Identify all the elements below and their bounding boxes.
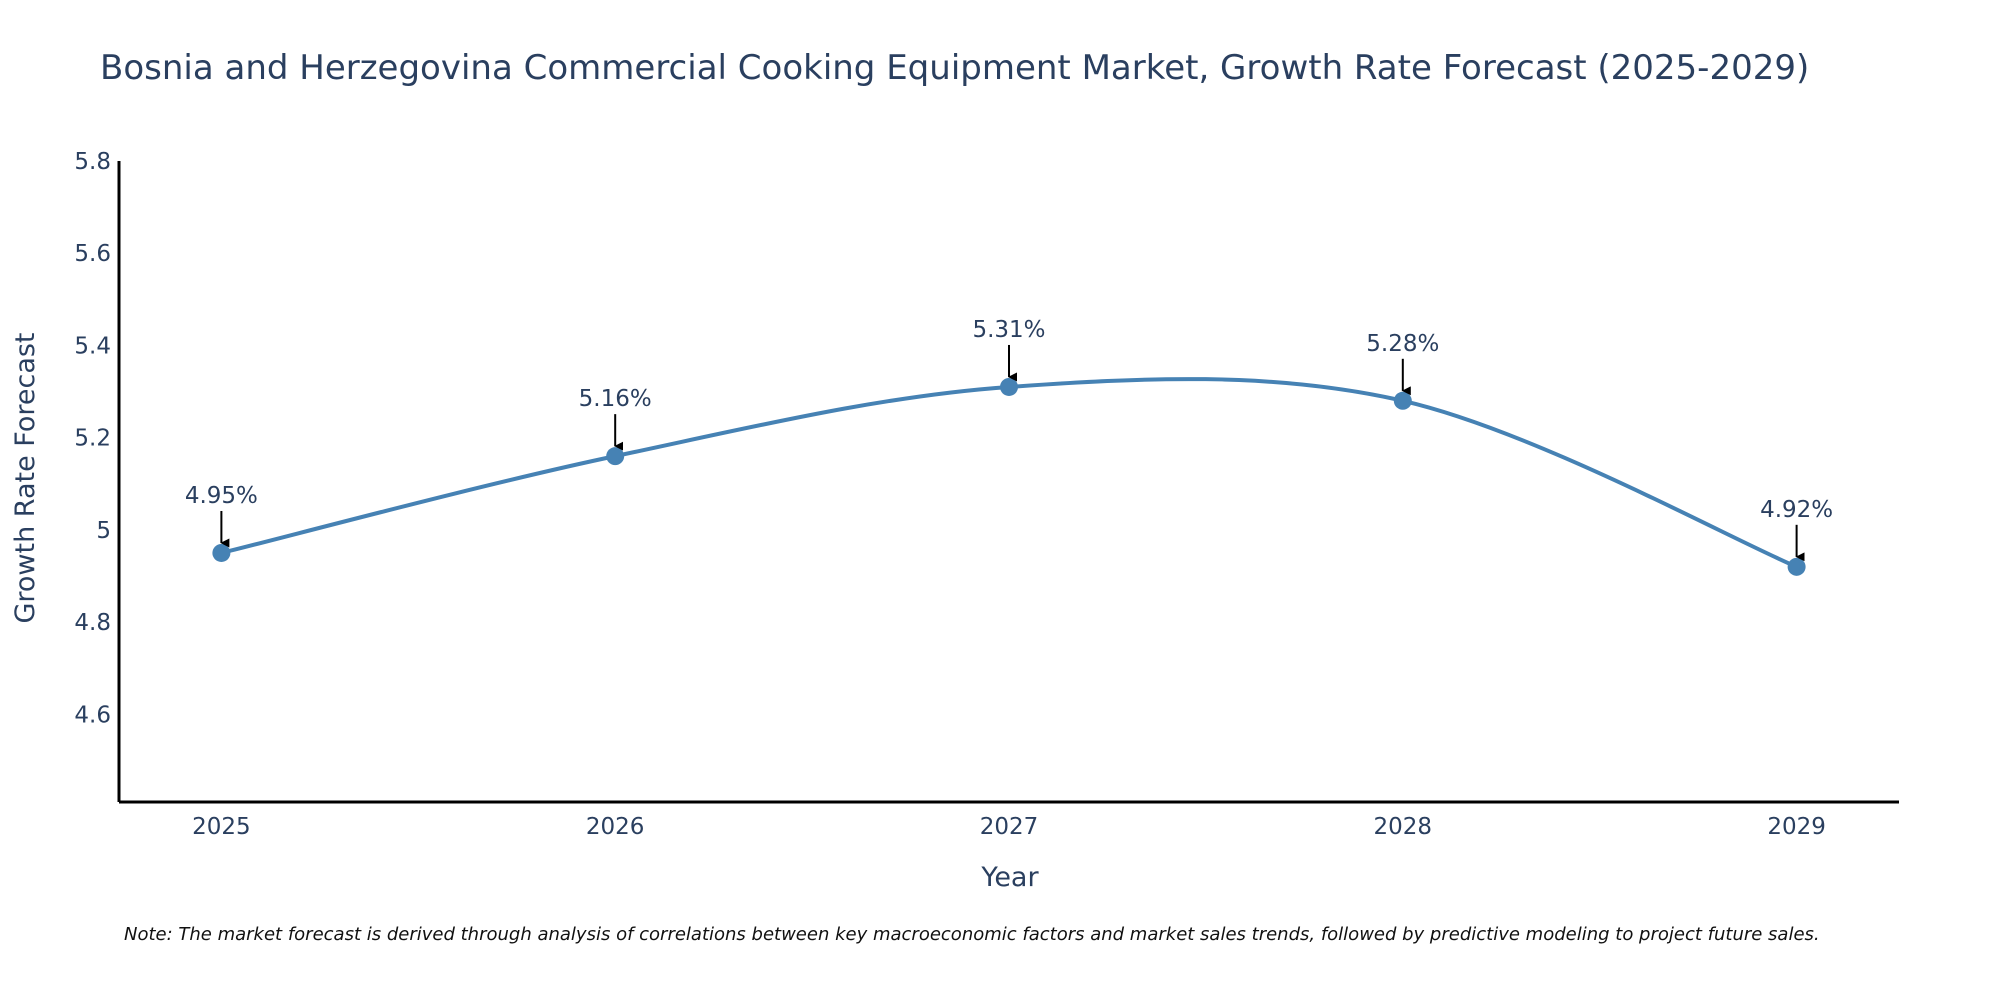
data-point-2025 xyxy=(212,543,231,562)
y-tick-label: 5.2 xyxy=(74,426,111,452)
y-axis-ticks: 4.6 4.8 5 5.2 5.4 5.6 5.8 xyxy=(74,149,111,728)
y-tick-label: 5.6 xyxy=(74,241,111,267)
data-label-2029: 4.92% xyxy=(1760,497,1833,523)
x-tick-label: 2027 xyxy=(980,814,1039,840)
x-axis-ticks: 2025 2026 2027 2028 2029 xyxy=(192,814,1826,840)
data-point-markers xyxy=(212,377,1806,576)
data-label-2026: 5.16% xyxy=(579,386,652,412)
footnote: Note: The market forecast is derived thr… xyxy=(124,924,1820,945)
chart-title: Bosnia and Herzegovina Commercial Cookin… xyxy=(100,48,1809,88)
data-label-2028: 5.28% xyxy=(1366,331,1439,357)
y-tick-label: 5.4 xyxy=(74,333,111,359)
y-tick-label: 5 xyxy=(96,518,111,544)
x-tick-label: 2025 xyxy=(192,814,251,840)
data-label-2025: 4.95% xyxy=(185,483,258,509)
data-point-2028 xyxy=(1393,391,1412,410)
x-axis-title: Year xyxy=(980,862,1039,893)
y-tick-label: 4.8 xyxy=(74,610,111,636)
x-tick-label: 2026 xyxy=(586,814,645,840)
data-point-2029 xyxy=(1787,557,1806,576)
data-label-2027: 5.31% xyxy=(972,317,1045,343)
x-tick-label: 2029 xyxy=(1767,814,1826,840)
data-point-2027 xyxy=(1000,377,1018,396)
x-tick-label: 2028 xyxy=(1374,814,1433,840)
y-tick-label: 5.8 xyxy=(74,149,111,175)
y-axis-title: Growth Rate Forecast xyxy=(10,332,41,623)
y-tick-label: 4.6 xyxy=(74,702,111,728)
data-label-annotations: 4.95% 5.16% 5.31% 5.28% 4.92% xyxy=(185,317,1833,562)
data-point-2026 xyxy=(606,447,625,466)
